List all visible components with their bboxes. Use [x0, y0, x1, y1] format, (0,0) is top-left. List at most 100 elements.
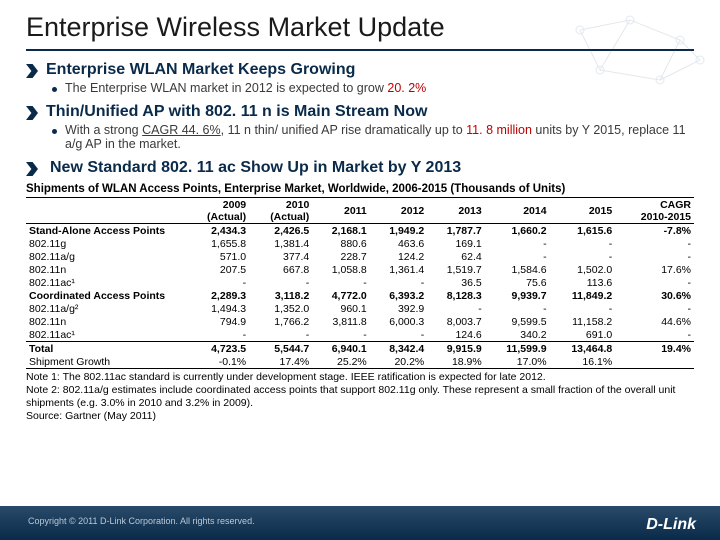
table-cell: - — [615, 302, 694, 315]
table-cell: - — [615, 237, 694, 250]
note-2: Note 2: 802.11a/g estimates include coor… — [26, 384, 694, 410]
slide-title: Enterprise Wireless Market Update — [26, 12, 694, 43]
table-cell: 113.6 — [550, 276, 616, 289]
table-row: 802.11n794.91,766.23,811.86,000.38,003.7… — [26, 315, 694, 328]
table-cell: 17.4% — [249, 355, 312, 369]
table-cell: 8,128.3 — [427, 289, 484, 302]
table-notes: Note 1: The 802.11ac standard is current… — [26, 371, 694, 424]
table-cell: 8,342.4 — [370, 342, 427, 356]
table-cell: 1,787.7 — [427, 224, 484, 238]
bullet-2-mid: , 11 n thin/ unified AP rise dramaticall… — [221, 123, 467, 137]
table-cell: 794.9 — [186, 315, 249, 328]
table-cell: 2,168.1 — [312, 224, 369, 238]
table-cell: - — [485, 237, 550, 250]
table-cell: 691.0 — [550, 328, 616, 342]
table-cell: Stand-Alone Access Points — [26, 224, 186, 238]
table-growth-row: Shipment Growth-0.1%17.4%25.2%20.2%18.9%… — [26, 355, 694, 369]
table-cell: 20.2% — [370, 355, 427, 369]
table-cell: - — [550, 237, 616, 250]
table-cell: - — [370, 328, 427, 342]
table-cell: 9,599.5 — [485, 315, 550, 328]
col-header: 2011 — [312, 198, 369, 224]
table-cell: - — [615, 276, 694, 289]
table-cell: 6,393.2 — [370, 289, 427, 302]
bullet-2: Thin/Unified AP with 802. 11 n is Main S… — [26, 103, 694, 121]
table-cell: - — [550, 302, 616, 315]
bullet-1-sub: The Enterprise WLAN market in 2012 is ex… — [52, 81, 694, 95]
table-row: Stand-Alone Access Points2,434.32,426.52… — [26, 224, 694, 238]
table-cell: - — [550, 250, 616, 263]
table-cell: 2,289.3 — [186, 289, 249, 302]
table-cell: 44.6% — [615, 315, 694, 328]
bullet-2-underline: CAGR 44. 6% — [142, 123, 221, 137]
bullet-2-heading: Thin/Unified AP with 802. 11 n is Main S… — [46, 103, 427, 121]
table-cell: 4,723.5 — [186, 342, 249, 356]
table-cell: 1,519.7 — [427, 263, 484, 276]
table-cell: - — [427, 302, 484, 315]
table-cell: 802.11ac¹ — [26, 276, 186, 289]
table-cell: 62.4 — [427, 250, 484, 263]
table-cell: 880.6 — [312, 237, 369, 250]
table-cell: 6,940.1 — [312, 342, 369, 356]
dot-icon — [52, 87, 57, 92]
bullet-1: Enterprise WLAN Market Keeps Growing — [26, 61, 694, 79]
table-cell: 11,849.2 — [550, 289, 616, 302]
table-cell: 1,494.3 — [186, 302, 249, 315]
table-cell: 340.2 — [485, 328, 550, 342]
table-cell: Total — [26, 342, 186, 356]
table-cell: 169.1 — [427, 237, 484, 250]
table-cell: -7.8% — [615, 224, 694, 238]
chevron-icon — [26, 106, 38, 120]
table-cell: 11,599.9 — [485, 342, 550, 356]
table-cell: 802.11a/g² — [26, 302, 186, 315]
table-row: 802.11g1,655.81,381.4880.6463.6169.1--- — [26, 237, 694, 250]
col-header: 2012 — [370, 198, 427, 224]
table-cell: 124.6 — [427, 328, 484, 342]
table-cell: 30.6% — [615, 289, 694, 302]
bullet-1-sub-highlight: 20. 2% — [387, 81, 426, 95]
table-cell: 124.2 — [370, 250, 427, 263]
table-cell: 1,058.8 — [312, 263, 369, 276]
table-cell: 377.4 — [249, 250, 312, 263]
table-cell: 4,772.0 — [312, 289, 369, 302]
table-row: 802.11a/g571.0377.4228.7124.262.4--- — [26, 250, 694, 263]
footer-bar: Copyright © 2011 D-Link Corporation. All… — [0, 506, 720, 540]
table-cell: 16.1% — [550, 355, 616, 369]
table-cell: 667.8 — [249, 263, 312, 276]
title-rule — [26, 49, 694, 51]
table-cell: 2,434.3 — [186, 224, 249, 238]
table-cell: - — [485, 250, 550, 263]
bullet-3: New Standard 802. 11 ac Show Up in Marke… — [26, 159, 694, 177]
table-cell: 802.11g — [26, 237, 186, 250]
col-header: 2014 — [485, 198, 550, 224]
table-cell: 1,352.0 — [249, 302, 312, 315]
table-cell: - — [615, 328, 694, 342]
table-cell: 6,000.3 — [370, 315, 427, 328]
table-cell: Shipment Growth — [26, 355, 186, 369]
col-header: 2015 — [550, 198, 616, 224]
table-cell: 17.0% — [485, 355, 550, 369]
table-cell: 5,544.7 — [249, 342, 312, 356]
table-row: 802.11n207.5667.81,058.81,361.41,519.71,… — [26, 263, 694, 276]
table-cell: 36.5 — [427, 276, 484, 289]
table-cell: -0.1% — [186, 355, 249, 369]
table-cell: 9,939.7 — [485, 289, 550, 302]
table-cell: 75.6 — [485, 276, 550, 289]
table-cell: 17.6% — [615, 263, 694, 276]
table-cell: 802.11n — [26, 315, 186, 328]
table-cell: - — [249, 276, 312, 289]
table-cell: 207.5 — [186, 263, 249, 276]
table-title: Shipments of WLAN Access Points, Enterpr… — [26, 183, 694, 195]
table-cell: - — [249, 328, 312, 342]
table-total-row: Total4,723.55,544.76,940.18,342.49,915.9… — [26, 342, 694, 356]
col-header — [26, 198, 186, 224]
table-cell: 1,584.6 — [485, 263, 550, 276]
table-cell: 1,655.8 — [186, 237, 249, 250]
col-header: 2013 — [427, 198, 484, 224]
table-cell: 392.9 — [370, 302, 427, 315]
table-cell: 1,766.2 — [249, 315, 312, 328]
dlink-logo: D-Link — [646, 516, 696, 534]
table-cell: 960.1 — [312, 302, 369, 315]
bullet-1-heading: Enterprise WLAN Market Keeps Growing — [46, 61, 355, 79]
col-header: 2010(Actual) — [249, 198, 312, 224]
